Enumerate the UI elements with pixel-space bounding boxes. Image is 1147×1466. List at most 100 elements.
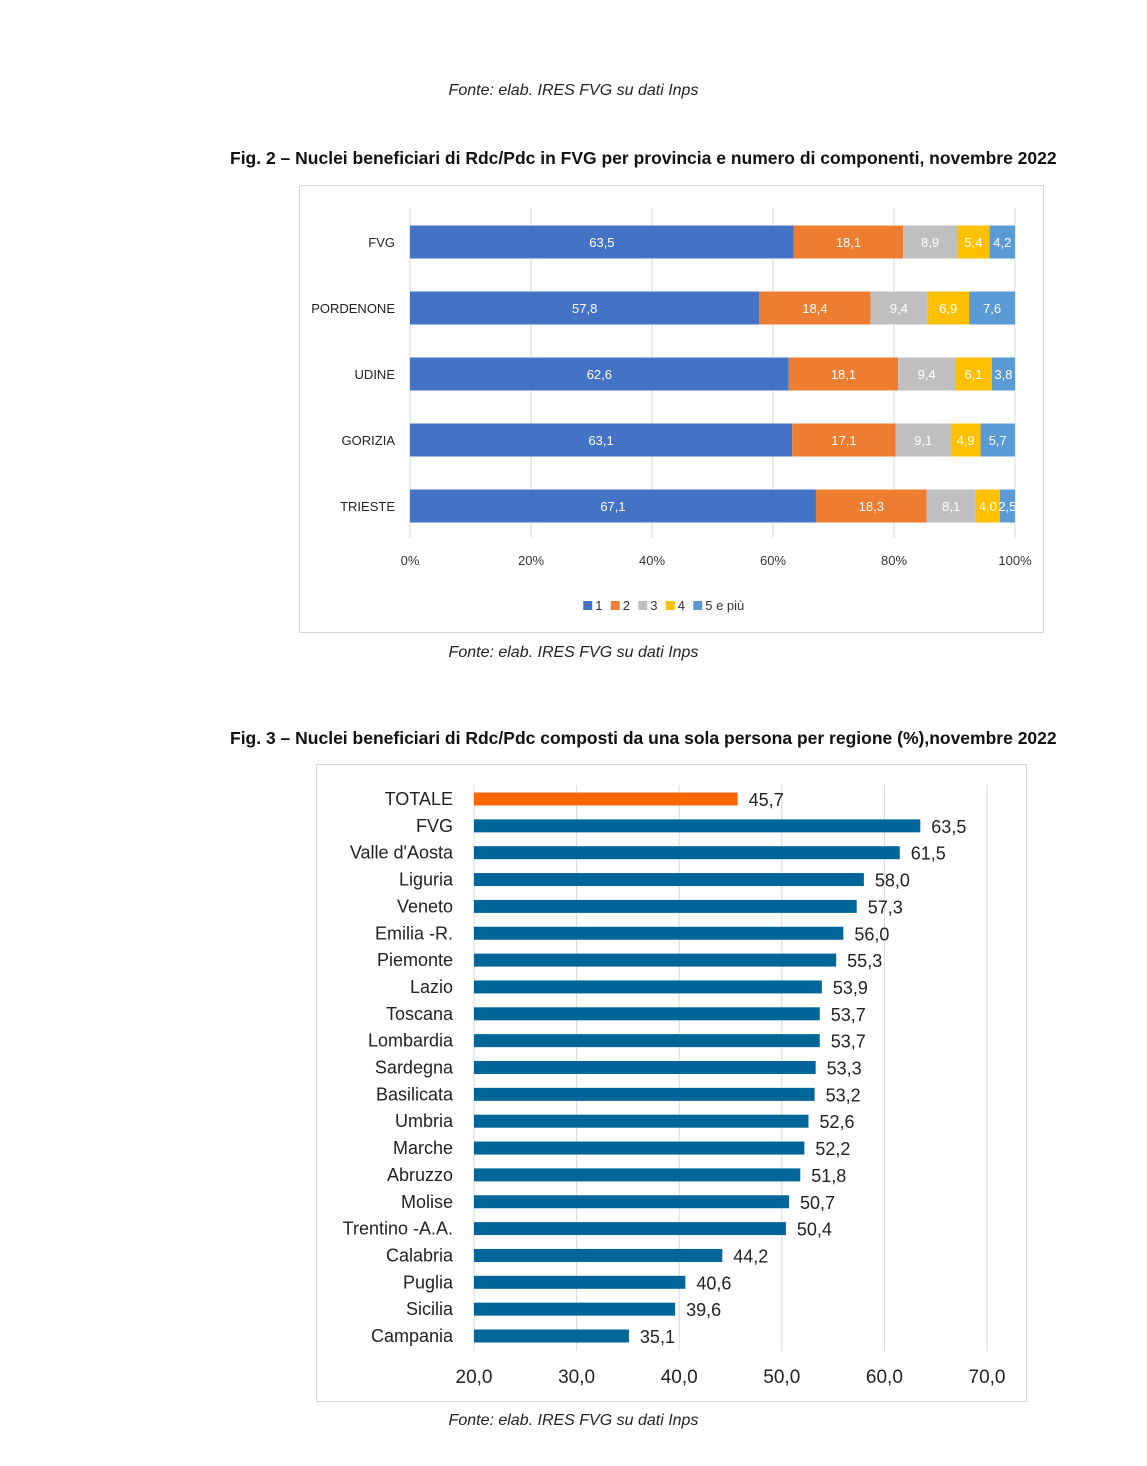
- fig3-data-label: 35,1: [640, 1327, 675, 1347]
- fig2-legend-label: 3: [650, 598, 657, 613]
- fig2-legend-label: 4: [678, 598, 685, 613]
- fig2-data-label: 6,1: [965, 367, 983, 382]
- fig2-bar-segment: [815, 489, 927, 523]
- fig2-bar-segment: [950, 423, 981, 457]
- fig3-category-label: Sicilia: [406, 1299, 454, 1319]
- fig2-data-label: 9,4: [918, 367, 936, 382]
- fig3-chart-area: TOTALE 45,7 FVG 63,5 Valle d'Aosta 61,5 Liguri…: [316, 764, 1027, 1402]
- fig2-legend-swatch: [610, 601, 620, 610]
- fig3-data-label: 52,6: [819, 1112, 854, 1132]
- fig2-bar-segment: [969, 291, 1015, 325]
- source-note-fig2: Fonte: elab. IRES FVG su dati Inps: [448, 644, 699, 661]
- fig3-bar: [474, 953, 837, 967]
- fig3-category-label: Piemonte: [377, 950, 453, 970]
- fig3-category-label: Calabria: [386, 1245, 454, 1265]
- fig2-legend-label: 1: [595, 598, 602, 613]
- fig2-data-label: 17,1: [831, 433, 856, 448]
- fig3-bar: [474, 1302, 676, 1316]
- fig3-category-label: Veneto: [397, 896, 453, 916]
- fig2-category-label: UDINE: [355, 367, 396, 382]
- fig3-data-label: 50,4: [797, 1220, 832, 1240]
- fig3-x-tick-label: 60,0: [866, 1367, 903, 1388]
- fig3-category-label: Marche: [393, 1138, 453, 1158]
- fig3-bar: [474, 926, 844, 940]
- fig3-bar: [474, 1087, 815, 1101]
- fig2-bar-segment: [927, 291, 970, 325]
- fig3-data-label: 53,9: [833, 978, 868, 998]
- fig2-bar-segment: [955, 357, 993, 391]
- fig3-category-label: Liguria: [399, 870, 454, 890]
- fig3-bar: [474, 1061, 816, 1074]
- fig3-bar: [474, 873, 864, 887]
- fig3-bar: [474, 1141, 805, 1155]
- fig3-data-label: 61,5: [911, 844, 946, 864]
- fig3-data-label: 53,2: [826, 1085, 861, 1105]
- fig3-data-label: 45,7: [749, 790, 784, 810]
- fig3-bar: [474, 1248, 723, 1262]
- fig2-bar-segment: [792, 423, 896, 457]
- fig3-x-tick-label: 40,0: [661, 1367, 698, 1388]
- fig3-data-label: 58,0: [875, 871, 910, 891]
- fig2-bar-segment: [410, 291, 760, 325]
- fig3-category-label: Lombardia: [368, 1031, 454, 1051]
- fig2-data-label: 18,4: [802, 301, 827, 316]
- fig2-data-label: 4,0: [979, 499, 997, 514]
- fig2-bar-segment: [793, 225, 904, 259]
- fig3-bar: [474, 1222, 786, 1236]
- fig2-bar-segment: [903, 225, 957, 259]
- fig3-x-tick-label: 30,0: [558, 1367, 595, 1388]
- fig2-bar-segment: [980, 423, 1015, 457]
- fig2-legend-swatch: [693, 601, 703, 610]
- fig2-category-label: GORIZIA: [342, 433, 396, 448]
- fig3-bar: [474, 1168, 801, 1182]
- fig3-category-label: Emilia -R.: [375, 923, 453, 943]
- source-note-top: Fonte: elab. IRES FVG su dati Inps: [448, 82, 699, 99]
- fig2-bar-segment: [410, 423, 793, 457]
- fig3-category-label: Trentino -A.A.: [343, 1219, 453, 1239]
- fig2-bar-segment: [759, 291, 871, 325]
- source-note-fig3: Fonte: elab. IRES FVG su dati Inps: [448, 1412, 699, 1429]
- fig2-data-label: 4,9: [957, 433, 975, 448]
- fig3-category-label: Sardegna: [375, 1058, 454, 1078]
- fig3-bar: [474, 1195, 789, 1209]
- fig2-x-tick-label: 0%: [401, 553, 420, 568]
- fig2-bar-segment: [410, 357, 789, 391]
- fig3-bar: [474, 819, 921, 833]
- fig2-data-label: 57,8: [572, 301, 597, 316]
- fig3-bar: [474, 1114, 809, 1128]
- fig2-bar-segment: [870, 291, 928, 325]
- fig2-data-label: 18,1: [831, 367, 856, 382]
- fig3-title: Fig. 3 – Nuclei beneficiari di Rdc/Pdc c…: [230, 728, 1057, 748]
- fig2-bar-segment: [956, 225, 990, 259]
- fig3-bar: [474, 846, 900, 860]
- fig2-data-label: 8,1: [942, 499, 960, 514]
- fig2-legend-swatch: [583, 601, 593, 610]
- fig3-bar: [474, 1275, 686, 1289]
- fig3-bar: [474, 899, 857, 913]
- fig3-category-label: Abruzzo: [387, 1165, 453, 1185]
- fig3-category-label: TOTALE: [385, 789, 453, 809]
- fig2-legend-swatch: [638, 601, 648, 610]
- fig2-data-label: 18,3: [859, 499, 884, 514]
- fig2-bar-segment: [898, 357, 956, 391]
- fig2-data-label: 67,1: [600, 499, 625, 514]
- fig2-category-label: TRIESTE: [340, 499, 395, 514]
- fig2-data-label: 9,1: [914, 433, 932, 448]
- fig3-data-label: 53,7: [831, 1032, 866, 1052]
- fig3-data-label: 57,3: [868, 897, 903, 917]
- fig3-x-tick-label: 50,0: [763, 1367, 800, 1388]
- fig2-chart-area: FVG 63,5 18,1 8,9 5,4 4,2 PORDENONE 57,8 18,4 9,4…: [299, 185, 1044, 633]
- fig3-data-label: 53,3: [827, 1059, 862, 1079]
- fig3-category-label: Valle d'Aosta: [350, 843, 454, 863]
- fig2-legend-label: 2: [623, 598, 630, 613]
- fig2-title: Fig. 2 – Nuclei beneficiari di Rdc/Pdc i…: [230, 148, 1057, 168]
- fig3-x-tick-label: 70,0: [969, 1367, 1006, 1388]
- fig2-legend-label: 5 e più: [705, 598, 744, 613]
- fig3-category-label: Toscana: [386, 1004, 454, 1024]
- fig3-data-label: 44,2: [733, 1246, 768, 1266]
- fig3-data-label: 51,8: [811, 1166, 846, 1186]
- fig2-bar-segment: [788, 357, 899, 391]
- fig2-x-tick-label: 100%: [998, 553, 1032, 568]
- fig2-bar-segment: [999, 489, 1015, 523]
- fig2-data-label: 3,8: [994, 367, 1012, 382]
